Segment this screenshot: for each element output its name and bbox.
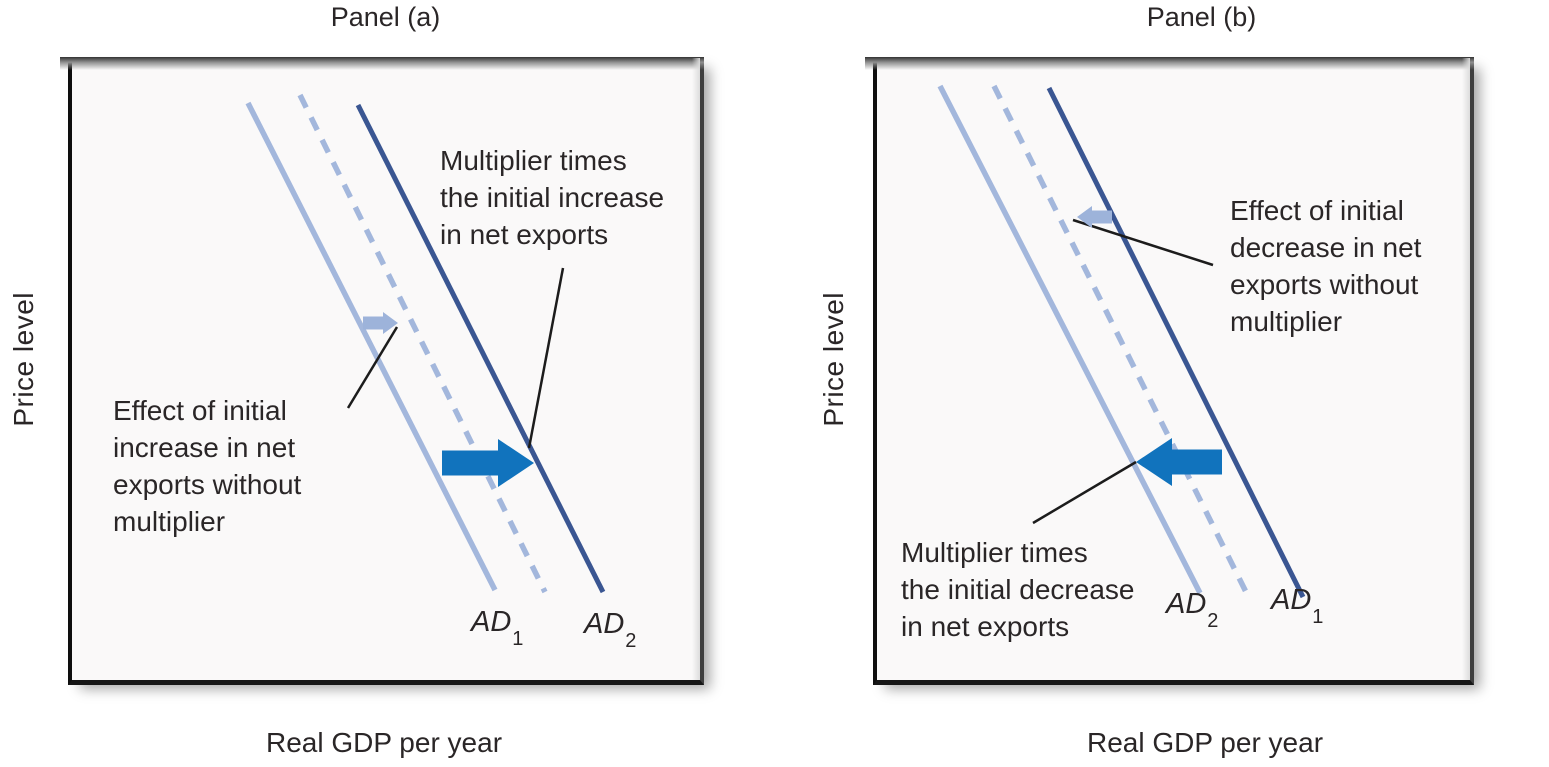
panel-b-multiplier-shift-arrow-left-icon — [1136, 438, 1222, 486]
panel-b-title: Panel (b) — [1146, 2, 1257, 32]
panel-a-plot-area — [60, 57, 704, 685]
panel-a-ad1-label: AD1 — [471, 606, 523, 650]
panel-a-title: Panel (a) — [330, 2, 441, 32]
panel-a-ad1-label-base: AD — [471, 606, 512, 638]
panel-b-ad2-curve — [937, 84, 1203, 595]
panel-b-initial-shift-arrow-left-icon — [1077, 206, 1112, 228]
panel-a-ad2-label-base: AD — [584, 608, 625, 640]
panel-a-shifted-dashed-curve — [297, 93, 548, 594]
panel-b-ad2-label-sub: 2 — [1207, 609, 1219, 632]
panel-b-x-axis-label: Real GDP per year — [1086, 727, 1324, 758]
panel-b-initial-effect-leader-line — [1072, 218, 1214, 267]
panel-b-plot-area — [865, 57, 1474, 685]
panel-b-multiplier-leader-line — [1032, 460, 1137, 525]
panel-a-ad2-label: AD2 — [584, 608, 636, 652]
panel-a-ad2-curve — [355, 103, 606, 594]
panel-b-initial-effect-annotation: Effect of initial decrease in net export… — [1230, 195, 1422, 337]
panel-b-ad1-label-base: AD — [1271, 584, 1312, 616]
panel-b-y-axis-label: Price level — [818, 292, 849, 427]
panel-b-shifted-dashed-curve — [991, 84, 1251, 598]
panel-b-ad2-label-base: AD — [1166, 588, 1207, 620]
panel-a-y-axis-label: Price level — [8, 292, 39, 427]
panel-b-multiplier-annotation: Multiplier times the initial decrease in… — [901, 537, 1135, 642]
panel-b-ad1-curve — [1046, 86, 1306, 599]
panel-b-ad1-label-sub: 1 — [1312, 605, 1324, 628]
panel-a-ad1-curve — [245, 101, 498, 592]
panel-a-ad2-label-sub: 2 — [625, 629, 637, 652]
panel-b-ad1-label: AD1 — [1271, 584, 1323, 628]
panel-a-initial-effect-annotation: Effect of initial increase in net export… — [113, 395, 302, 537]
panel-a-multiplier-leader-line — [527, 267, 565, 449]
panel-a-initial-shift-arrow-right-icon — [363, 312, 398, 334]
panel-a-x-axis-label: Real GDP per year — [265, 727, 503, 758]
panel-a-initial-effect-leader-line — [346, 326, 399, 409]
panel-a-multiplier-annotation: Multiplier times the initial increase in… — [440, 145, 665, 250]
panel-a-multiplier-shift-arrow-right-icon — [442, 439, 534, 487]
panel-a-ad1-label-sub: 1 — [512, 627, 524, 650]
panel-b-canvas — [937, 84, 1306, 599]
panel-b-ad2-label: AD2 — [1166, 588, 1218, 632]
panel-a-canvas — [245, 93, 606, 594]
